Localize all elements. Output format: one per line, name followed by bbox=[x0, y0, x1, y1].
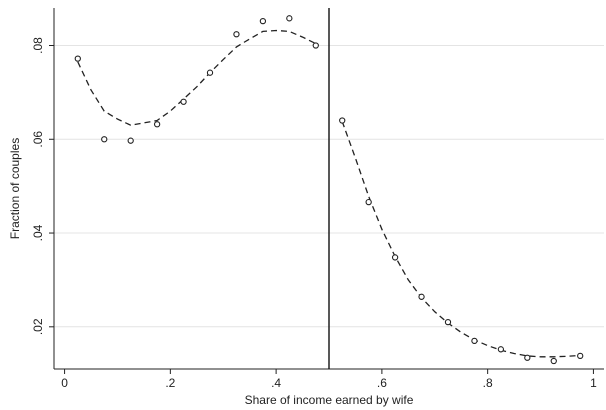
fit-line bbox=[341, 121, 581, 358]
y-tick-label: .08 bbox=[31, 37, 45, 54]
data-point bbox=[391, 254, 399, 261]
data-point bbox=[497, 346, 505, 353]
data-point bbox=[153, 121, 161, 128]
axes-layer: 0 .2 .4 .6 .8 1 .02 .04 .06 .08 bbox=[31, 8, 604, 390]
y-axis-title: Fraction of couples bbox=[8, 138, 22, 239]
data-point bbox=[127, 137, 134, 144]
data-point bbox=[577, 352, 584, 360]
data-point bbox=[418, 293, 425, 300]
data-point bbox=[312, 42, 319, 49]
data-point bbox=[233, 31, 240, 38]
data-point bbox=[471, 337, 478, 345]
x-tick-label: 1 bbox=[590, 376, 597, 390]
x-tick-label: .2 bbox=[165, 376, 175, 390]
data-point bbox=[339, 117, 346, 124]
data-point bbox=[286, 15, 293, 22]
y-tick-label: .02 bbox=[31, 318, 45, 335]
y-tick-label: .06 bbox=[31, 131, 45, 148]
x-tick-label: .6 bbox=[377, 376, 387, 390]
x-tick-label: .8 bbox=[483, 376, 493, 390]
data-point bbox=[365, 198, 372, 206]
data-point bbox=[101, 136, 108, 143]
fit-line-layer bbox=[77, 29, 581, 358]
data-point bbox=[206, 69, 214, 76]
fit-line bbox=[77, 29, 317, 126]
x-tick-label: .4 bbox=[271, 376, 281, 390]
data-point bbox=[74, 55, 81, 62]
x-axis-title: Share of income earned by wife bbox=[245, 393, 414, 407]
data-point bbox=[259, 17, 267, 25]
x-tick-label: 0 bbox=[61, 376, 68, 390]
data-point bbox=[444, 318, 452, 326]
points-layer bbox=[74, 15, 584, 365]
data-point bbox=[180, 98, 187, 105]
data-point bbox=[524, 354, 531, 361]
data-point bbox=[550, 357, 557, 365]
y-tick-label: .04 bbox=[31, 224, 45, 241]
labels-layer: Share of income earned by wife Fraction … bbox=[8, 138, 414, 407]
